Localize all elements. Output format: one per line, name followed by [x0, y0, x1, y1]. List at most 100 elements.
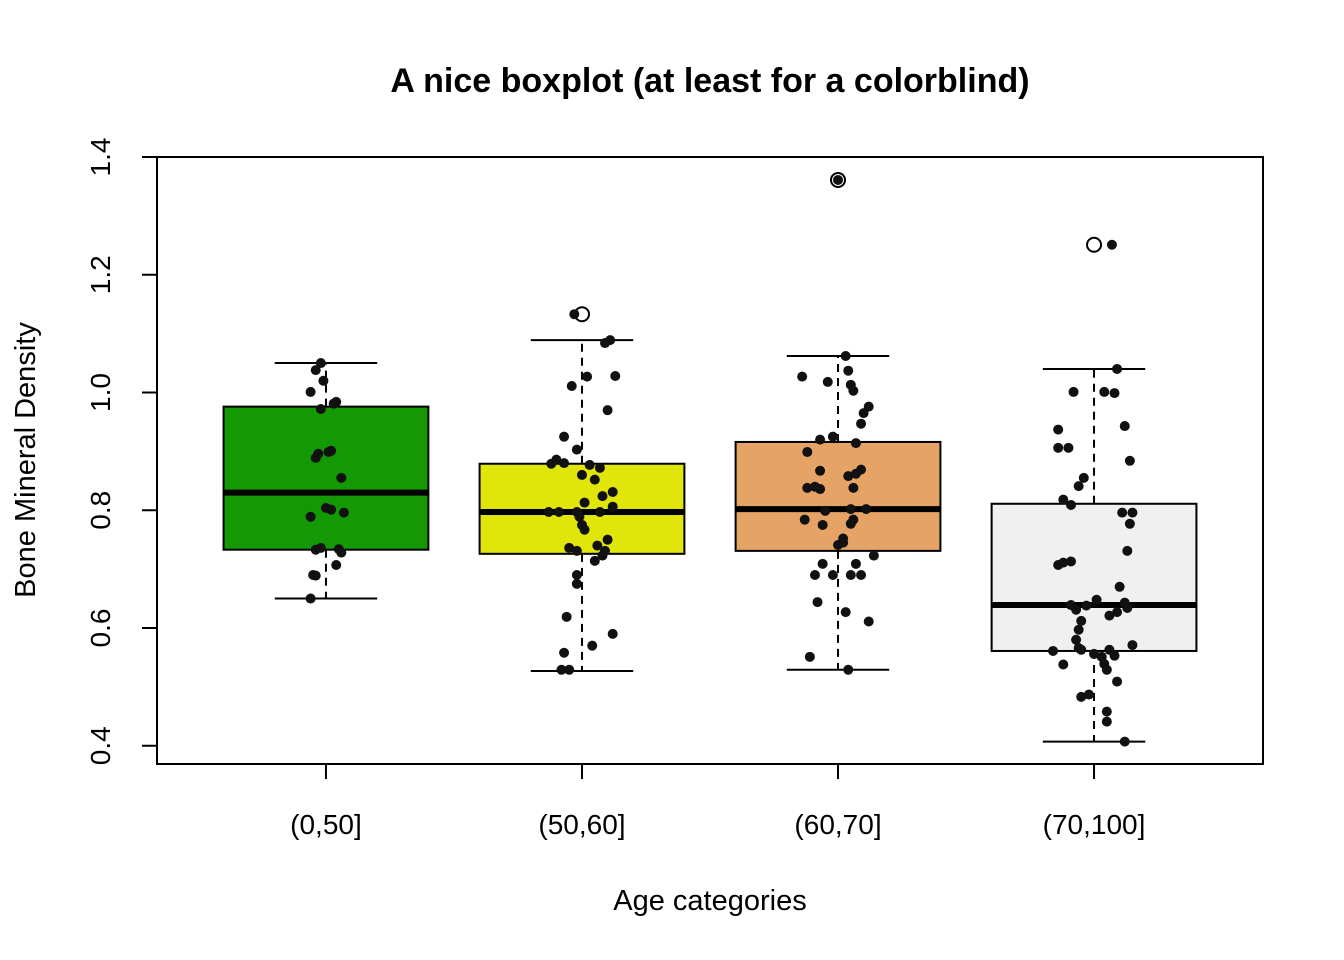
- jitter-point: [594, 462, 605, 473]
- jitter-point: [559, 431, 570, 442]
- jitter-point: [305, 593, 316, 604]
- jitter-point: [566, 381, 577, 392]
- jitter-point: [1101, 664, 1112, 675]
- jitter-point: [1081, 600, 1092, 611]
- jitter-point: [607, 628, 618, 639]
- jitter-point: [822, 376, 833, 387]
- jitter-point: [571, 570, 582, 581]
- jitter-point: [1076, 615, 1087, 626]
- jitter-point: [579, 497, 590, 508]
- jitter-point: [827, 431, 838, 442]
- jitter-point: [336, 547, 347, 558]
- jitter-point: [1101, 716, 1112, 727]
- jitter-point: [840, 350, 851, 361]
- jitter-point: [315, 542, 326, 553]
- jitter-point: [1119, 736, 1130, 747]
- jitter-point: [845, 570, 856, 581]
- chart-title: A nice boxplot (at least for a colorblin…: [390, 62, 1029, 100]
- jitter-point: [576, 469, 587, 480]
- jitter-point: [610, 371, 621, 382]
- jitter-point: [594, 507, 605, 518]
- jitter-point: [797, 371, 808, 382]
- y-tick-label: 1.2: [85, 255, 116, 294]
- jitter-point: [607, 486, 618, 497]
- jitter-point: [571, 545, 582, 556]
- jitter-point: [1048, 645, 1059, 656]
- jitter-point: [845, 504, 856, 515]
- jitter-point: [1058, 659, 1069, 670]
- jitter-point: [546, 458, 557, 469]
- jitter-point: [858, 408, 869, 419]
- jitter-point: [600, 338, 611, 349]
- box-3: [734, 440, 942, 552]
- jitter-point: [556, 664, 567, 675]
- jitter-point: [1083, 689, 1094, 700]
- jitter-point: [1106, 239, 1117, 250]
- jitter-point: [564, 664, 575, 675]
- x-tick-label: (60,70]: [794, 809, 881, 840]
- jitter-point: [820, 505, 831, 516]
- x-tick-label: (50,60]: [538, 809, 625, 840]
- jitter-point: [817, 519, 828, 530]
- jitter-point: [1068, 386, 1079, 397]
- jitter-point: [310, 452, 321, 463]
- jitter-point: [843, 471, 854, 482]
- jitter-point: [1091, 594, 1102, 605]
- jitter-point: [574, 511, 585, 522]
- jitter-point: [1112, 607, 1123, 618]
- jitter-point: [809, 481, 820, 492]
- jitter-point: [827, 570, 838, 581]
- jitter-point: [856, 464, 867, 475]
- box-4: [990, 502, 1198, 652]
- jitter-point: [1122, 602, 1133, 613]
- jitter-point: [602, 405, 613, 416]
- x-tick-label: (0,50]: [290, 809, 362, 840]
- jitter-point: [848, 385, 859, 396]
- jitter-point: [802, 446, 813, 457]
- jitter-point: [1124, 518, 1135, 529]
- jitter-point: [1053, 442, 1064, 453]
- jitter-point: [305, 511, 316, 522]
- jitter-point: [1076, 691, 1087, 702]
- jitter-point: [1104, 610, 1115, 621]
- jitter-point: [589, 555, 600, 566]
- jitter-point: [1065, 556, 1076, 567]
- jitter-point: [838, 533, 849, 544]
- jitter-point: [597, 491, 608, 502]
- jitter-point: [589, 474, 600, 485]
- jitter-point: [561, 611, 572, 622]
- jitter-point: [326, 445, 337, 456]
- jitter-point: [861, 504, 872, 515]
- jitter-point: [315, 358, 326, 369]
- jitter-point: [597, 550, 608, 561]
- jitter-point: [1065, 499, 1076, 510]
- jitter-point: [569, 309, 580, 320]
- jitter-point: [326, 504, 337, 515]
- y-tick-label: 0.6: [85, 609, 116, 648]
- jitter-point: [1053, 560, 1064, 571]
- box-1: [222, 405, 430, 551]
- jitter-point: [850, 558, 861, 569]
- jitter-point: [1127, 640, 1138, 651]
- y-tick-label: 1.0: [85, 373, 116, 412]
- jitter-point: [579, 524, 590, 535]
- y-tick-label: 0.8: [85, 491, 116, 530]
- x-tick-label: (70,100]: [1043, 809, 1146, 840]
- jitter-point: [1127, 507, 1138, 518]
- jitter-point: [543, 507, 554, 518]
- jitter-point: [1109, 650, 1120, 661]
- jitter-point: [310, 365, 321, 376]
- y-axis-label: Bone Mineral Density: [10, 322, 42, 598]
- jitter-point: [817, 558, 828, 569]
- jitter-point: [584, 459, 595, 470]
- jitter-point: [1109, 388, 1120, 399]
- jitter-point: [1071, 604, 1082, 615]
- jitter-point: [559, 458, 570, 469]
- jitter-point: [856, 418, 867, 429]
- jitter-point: [1078, 472, 1089, 483]
- jitter-point: [1076, 644, 1087, 655]
- jitter-point: [868, 550, 879, 561]
- jitter-point: [571, 444, 582, 455]
- jitter-point: [305, 386, 316, 397]
